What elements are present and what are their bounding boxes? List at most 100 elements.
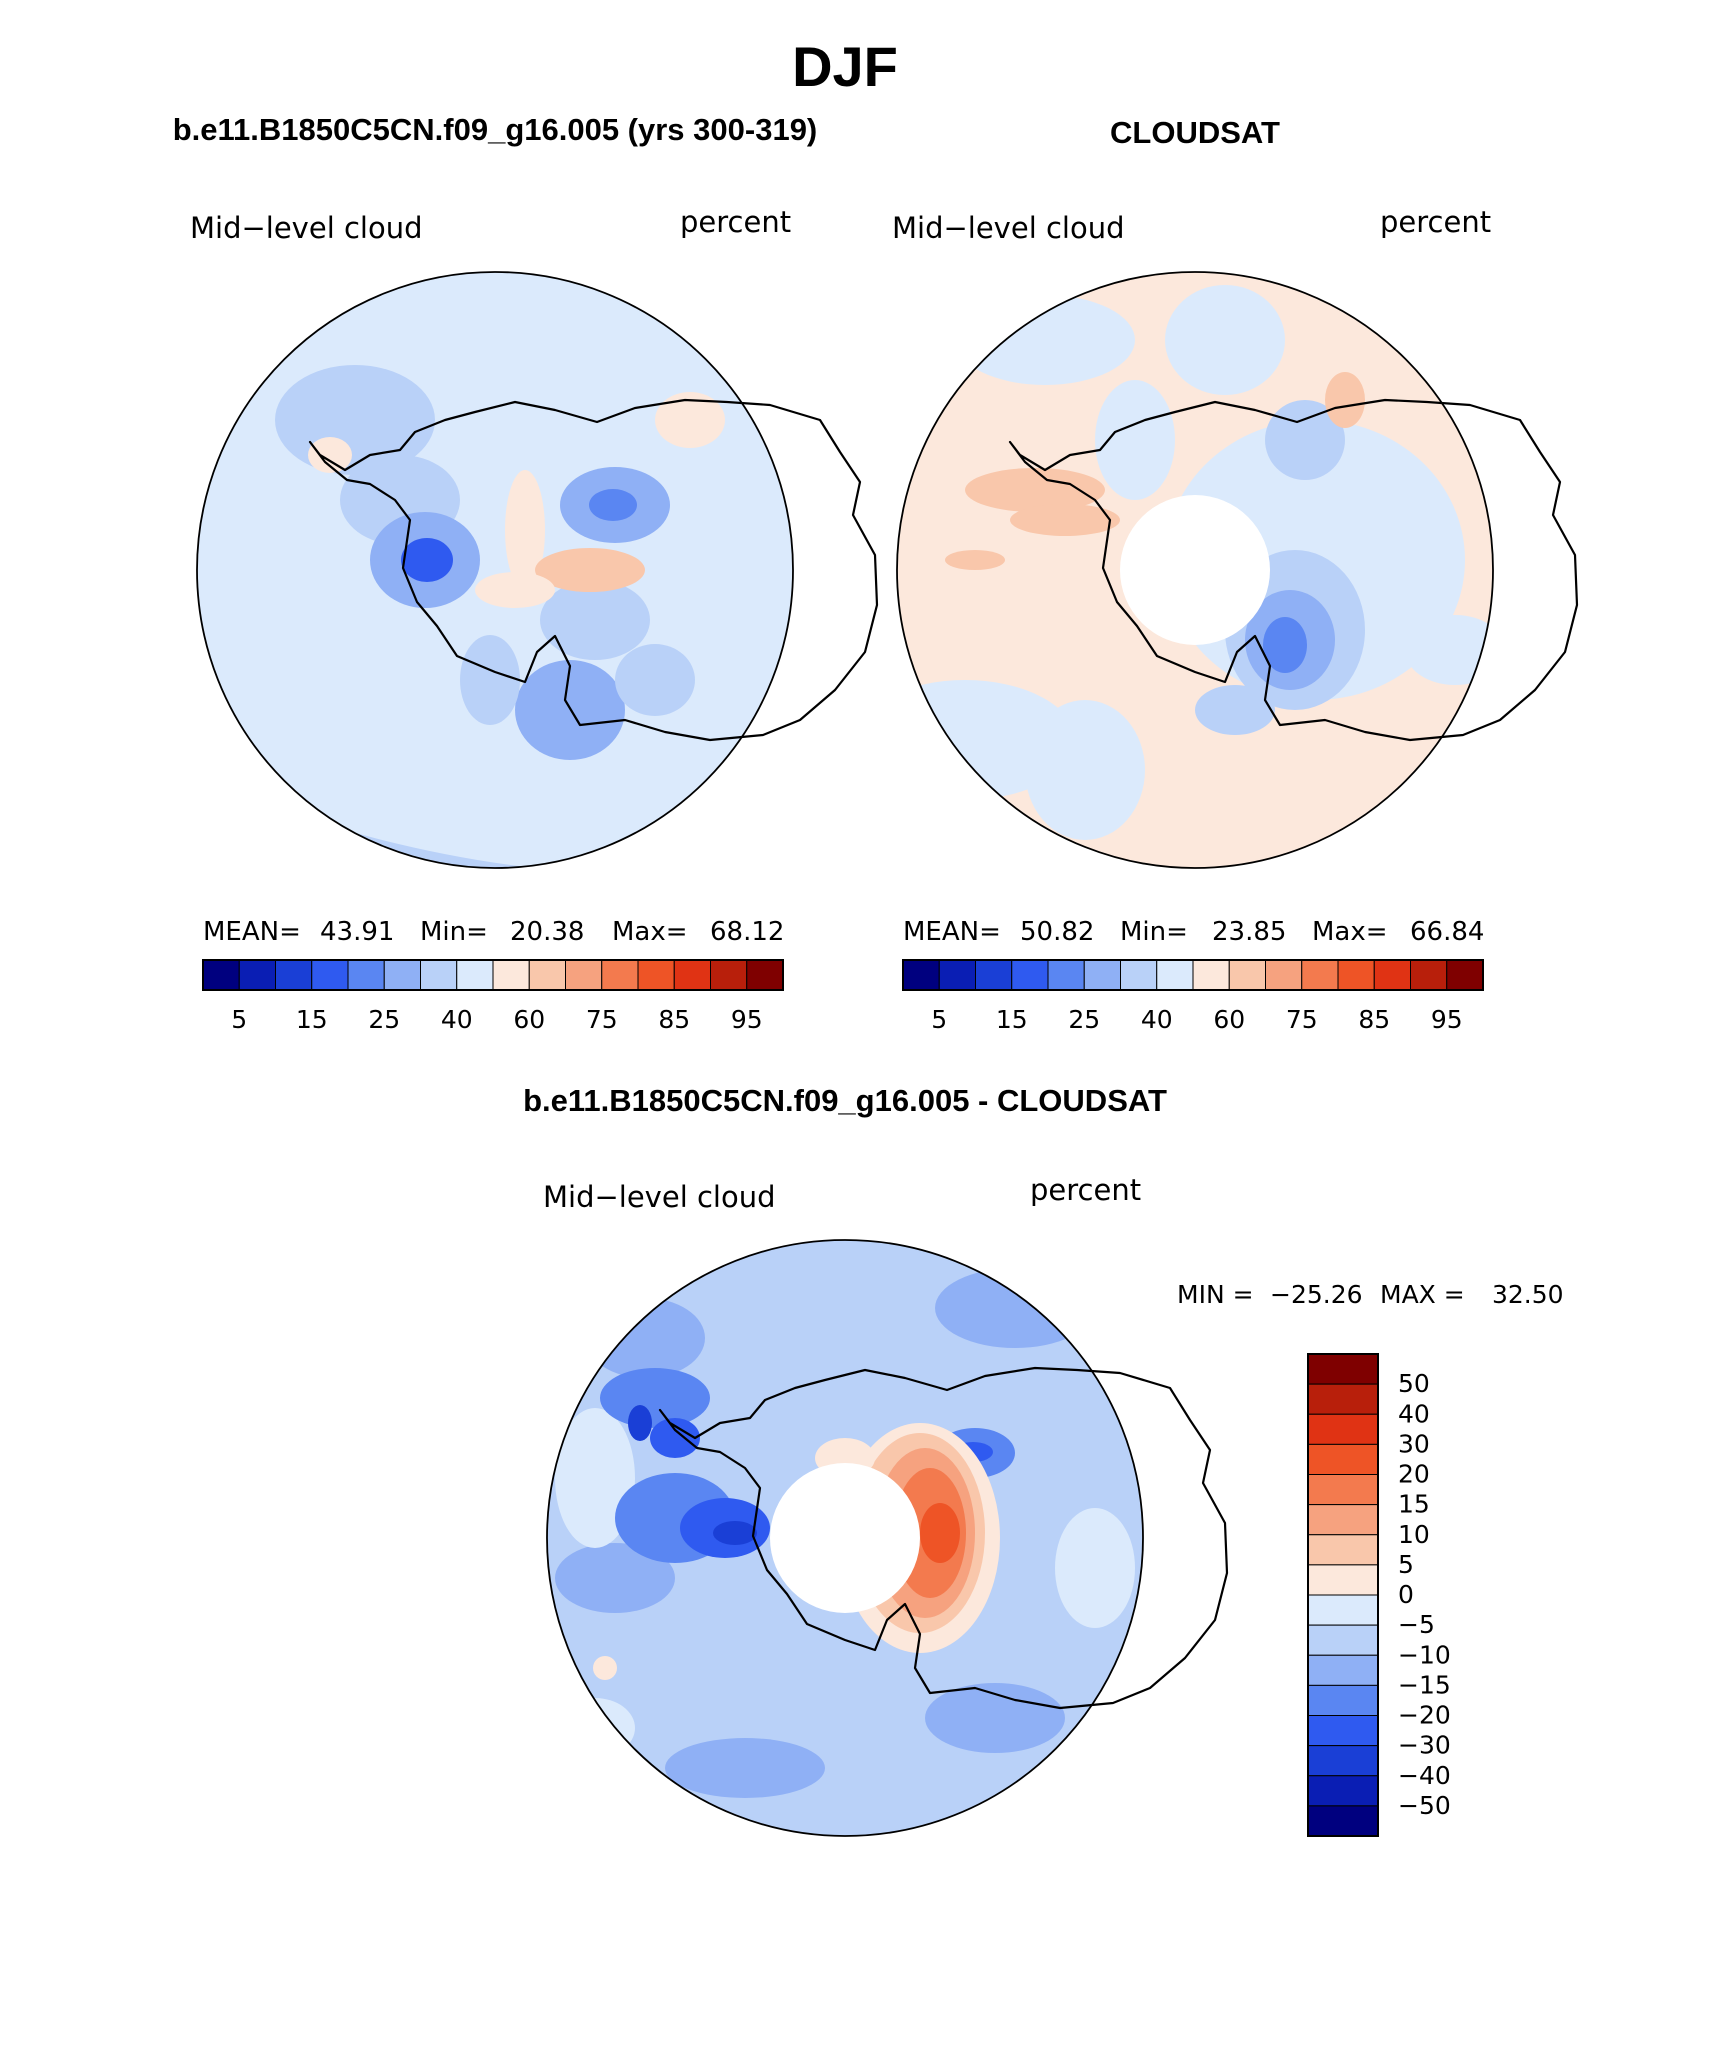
obs-colorbar-swatch (1337, 959, 1375, 991)
diff-colorbar-tick-label: 5 (1398, 1550, 1414, 1579)
model-mean-label: MEAN= (203, 917, 301, 947)
obs-colorbar-swatch (1265, 959, 1303, 991)
model-blob (308, 437, 352, 473)
model-colorbar-swatch (673, 959, 711, 991)
diff-colorbar-frame (1307, 1353, 1379, 1837)
obs-max-label: Max= (1312, 917, 1388, 947)
obs-colorbar-frame (902, 959, 1484, 991)
obs-colorbar-tick-label: 95 (1431, 1005, 1463, 1034)
diff-colorbar-swatch (1307, 1504, 1379, 1536)
diff-blob (665, 1738, 825, 1798)
model-blob (460, 635, 520, 725)
obs-map-border (896, 271, 1494, 869)
diff-colorbar-tick-label: 20 (1398, 1460, 1430, 1489)
figure-title: DJF (792, 35, 898, 98)
model-colorbar-swatch (347, 959, 385, 991)
model-colorbar-tick-label: 75 (586, 1005, 618, 1034)
model-min-label: Min= (420, 917, 488, 947)
diff-blob (1055, 1508, 1135, 1628)
obs-colorbar-swatch (1011, 959, 1049, 991)
model-mean-value: 43.91 (320, 917, 394, 947)
diff-colorbar-swatch (1307, 1594, 1379, 1626)
obs-min-label: Min= (1120, 917, 1188, 947)
diff-blob (555, 1543, 675, 1613)
diff-colorbar-swatch (1307, 1715, 1379, 1747)
model-panel: b.e11.B1850C5CN.f09_g16.005 (yrs 300-319… (173, 112, 879, 1034)
diff-colorbar-swatch (1307, 1443, 1379, 1475)
obs-mean-label: MEAN= (903, 917, 1001, 947)
obs-blob (1195, 685, 1275, 735)
diff-map (546, 1239, 1229, 1837)
diff-colorbar-swatch (1307, 1805, 1379, 1837)
obs-colorbar-swatch (1120, 959, 1158, 991)
diff-colorbar-tick-label: −50 (1398, 1791, 1451, 1820)
diff-colorbar-tick-label: 15 (1398, 1490, 1430, 1519)
diff-max-value: 32.50 (1492, 1280, 1564, 1309)
diff-colorbar-tick-label: 50 (1398, 1369, 1430, 1398)
diff-colorbar-tick-label: −5 (1398, 1610, 1435, 1639)
model-colorbar-swatch (565, 959, 603, 991)
obs-colorbar-tick-label: 60 (1213, 1005, 1245, 1034)
diff-colorbar-tick-label: −15 (1398, 1670, 1451, 1699)
diff-blob (628, 1405, 652, 1441)
model-colorbar-frame (202, 959, 784, 991)
obs-panel-header: CLOUDSAT (1110, 115, 1280, 150)
diff-colorbar-swatch (1307, 1624, 1379, 1656)
diff-colorbar-tick-label: 0 (1398, 1580, 1414, 1609)
obs-colorbar-tick-label: 40 (1141, 1005, 1173, 1034)
diff-colorbar-swatch (1307, 1383, 1379, 1415)
diff-colorbar-swatch (1307, 1474, 1379, 1506)
diff-colorbar-tick-label: −10 (1398, 1640, 1451, 1669)
obs-colorbar-swatch (1156, 959, 1194, 991)
model-panel-header: b.e11.B1850C5CN.f09_g16.005 (yrs 300-319… (173, 112, 818, 147)
model-blob (475, 572, 555, 608)
diff-blob (600, 1368, 710, 1428)
diff-colorbar-tick-label: 40 (1398, 1399, 1430, 1428)
model-blob (615, 644, 695, 716)
model-colorbar-swatch (456, 959, 494, 991)
diff-blob (713, 1521, 757, 1545)
diff-colorbar-swatch (1307, 1564, 1379, 1596)
diff-polar-hole (770, 1463, 920, 1613)
obs-colorbar-swatch (1301, 959, 1339, 991)
obs-colorbar-swatch (1373, 959, 1411, 991)
model-variable-label: Mid−level cloud (190, 211, 423, 245)
model-blob (197, 425, 217, 475)
diff-colorbar-tick-label: −40 (1398, 1761, 1451, 1790)
model-colorbar-swatch (202, 959, 240, 991)
model-colorbar-swatch (383, 959, 421, 991)
obs-colorbar-swatch (1083, 959, 1121, 991)
diff-units-label: percent (1030, 1173, 1141, 1207)
obs-colorbar: 5 15 25 40 60 75 85 95 (902, 959, 1484, 1034)
obs-min-value: 23.85 (1212, 917, 1286, 947)
diff-colorbar-swatch (1307, 1534, 1379, 1566)
model-colorbar-swatch (710, 959, 748, 991)
obs-blob (955, 295, 1135, 385)
obs-colorbar-swatch (1228, 959, 1266, 991)
diff-panel-header: b.e11.B1850C5CN.f09_g16.005 - CLOUDSAT (523, 1083, 1167, 1118)
model-colorbar-tick-label: 60 (513, 1005, 545, 1034)
model-colorbar: 5 15 25 40 60 75 85 95 (202, 959, 784, 1034)
diff-min-value: −25.26 (1270, 1280, 1363, 1309)
model-colorbar-swatch (746, 959, 784, 991)
obs-colorbar-swatch (902, 959, 940, 991)
model-colorbar-tick-label: 85 (658, 1005, 690, 1034)
diff-colorbar-swatch (1307, 1745, 1379, 1777)
model-max-value: 68.12 (710, 917, 784, 947)
model-blob (589, 489, 637, 521)
model-blob (540, 580, 650, 660)
obs-colorbar-tick-label: 15 (996, 1005, 1028, 1034)
diff-blob (925, 1683, 1065, 1753)
diff-blob (593, 1656, 617, 1680)
obs-blob (1010, 504, 1120, 536)
obs-colorbar-swatch (1047, 959, 1085, 991)
diff-blob (555, 1698, 635, 1758)
model-colorbar-swatch (275, 959, 313, 991)
obs-colorbar-tick-label: 5 (931, 1005, 947, 1034)
obs-blob (1025, 700, 1145, 840)
obs-blob (1165, 285, 1285, 395)
diff-colorbar-swatch (1307, 1775, 1379, 1807)
